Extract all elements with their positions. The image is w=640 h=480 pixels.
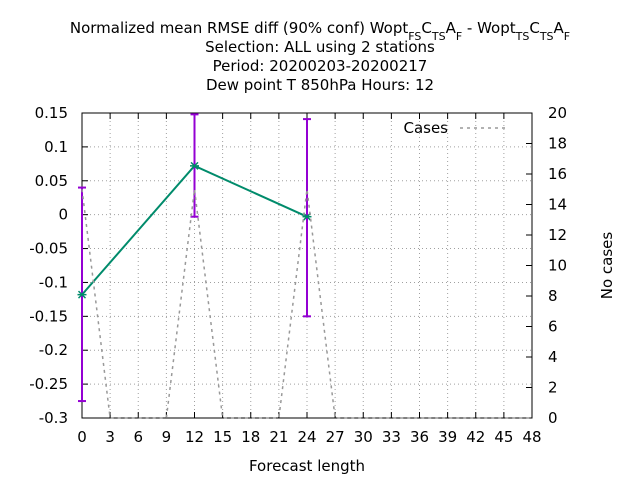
title-exp1-part: TS [431,30,446,43]
title-exp1-part: C [421,19,431,37]
y-tick-label: -0.15 [29,307,68,325]
y-tick-label: -0.1 [39,273,68,291]
title-prefix: Normalized mean RMSE diff (90% conf) Wop… [70,19,409,37]
x-tick-label: 21 [269,428,288,446]
x-axis-label: Forecast length [249,457,365,475]
y2-tick-label: 16 [548,165,567,183]
x-tick-label: 18 [241,428,260,446]
chart-title-line: Period: 20200203-20200217 [213,57,428,75]
y2-tick-label: 0 [548,409,558,427]
y2-tick-label: 8 [548,287,558,305]
y2-tick-label: 4 [548,348,558,366]
x-tick-label: 3 [105,428,115,446]
chart-title: Normalized mean RMSE diff (90% conf) Wop… [70,19,570,43]
x-tick-label: 6 [133,428,143,446]
y-tick-label: -0.2 [39,341,68,359]
y2-tick-label: 2 [548,379,558,397]
x-tick-label: 0 [77,428,87,446]
x-tick-label: 9 [162,428,172,446]
y2-tick-label: 10 [548,257,567,275]
title-exp1-part: F [456,30,462,43]
y-tick-label: -0.3 [39,409,68,427]
chart-title-line: Dew point T 850hPa Hours: 12 [206,76,434,94]
y-tick-label: -0.05 [29,240,68,258]
x-tick-label: 48 [522,428,541,446]
x-tick-label: 24 [297,428,316,446]
chart-title-line: Selection: ALL using 2 stations [205,38,435,56]
y2-axis-label: No cases [598,232,616,300]
title-exp1-part: FS [408,30,421,43]
title-separator: - Wopt [462,19,516,37]
title-exp2-part: TS [515,30,530,43]
y-tick-label: 0.05 [35,172,68,190]
y-tick-label: 0.15 [35,104,68,122]
title-exp2-part: TS [539,30,554,43]
x-tick-label: 36 [410,428,429,446]
y-tick-label: -0.25 [29,375,68,393]
y-tick-label: 0 [58,206,68,224]
title-exp2-part: A [554,19,565,37]
y2-tick-label: 18 [548,135,567,153]
x-tick-label: 33 [382,428,401,446]
legend-label: Cases [403,119,448,137]
title-exp1-part: A [446,19,457,37]
x-tick-label: 27 [326,428,345,446]
y2-tick-label: 6 [548,318,558,336]
x-tick-label: 12 [185,428,204,446]
x-tick-label: 39 [438,428,457,446]
y-tick-label: 0.1 [44,138,68,156]
x-tick-label: 15 [213,428,232,446]
title-exp2-part: F [564,30,570,43]
y2-tick-label: 20 [548,104,567,122]
title-exp2-part: C [529,19,539,37]
x-tick-label: 45 [494,428,513,446]
x-tick-label: 42 [466,428,485,446]
y2-tick-label: 12 [548,226,567,244]
x-tick-label: 30 [354,428,373,446]
y2-tick-label: 14 [548,196,567,214]
